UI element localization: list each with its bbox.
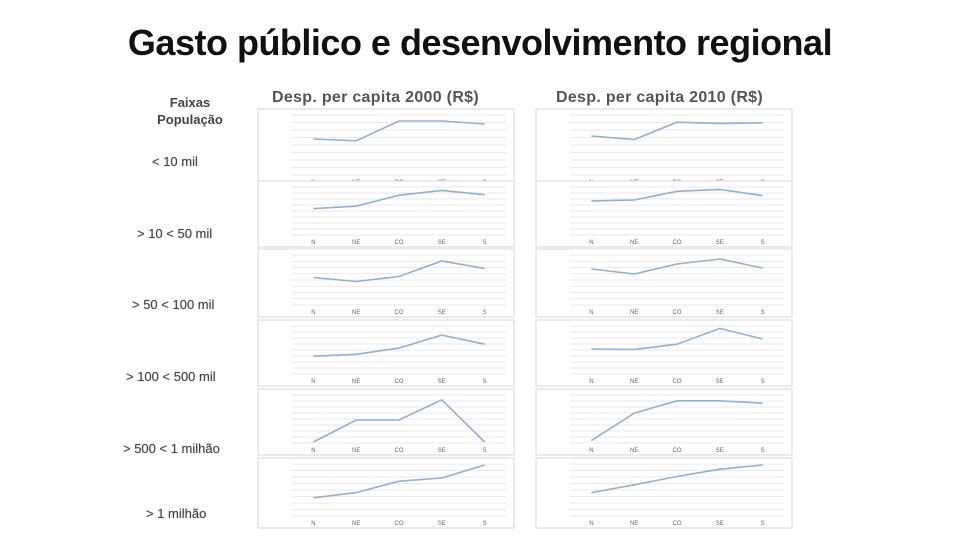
- series-line: [313, 464, 485, 499]
- chart-panel-3: N NE CO SE S: [257, 180, 515, 248]
- x-tick-label-co: CO: [395, 379, 404, 385]
- x-tick-label-co: CO: [673, 379, 682, 385]
- series-line: [591, 258, 763, 275]
- chart-panel-4: N NE CO SE S: [535, 180, 793, 248]
- x-tick-label-n: N: [589, 310, 593, 316]
- series-line: [313, 260, 485, 283]
- x-tick-label-n: N: [589, 240, 593, 246]
- series-line: [591, 327, 763, 351]
- x-tick-label-co: CO: [395, 240, 404, 246]
- chart-panel-frame: [535, 248, 793, 318]
- x-tick-label-co: CO: [673, 310, 682, 316]
- chart-panel-frame: [257, 319, 515, 387]
- x-tick-label-co: CO: [673, 240, 682, 246]
- chart-panel-9: N NE CO SE S: [257, 388, 515, 456]
- x-tick-label-co: CO: [673, 448, 682, 454]
- x-tick-label-co: CO: [673, 521, 682, 527]
- x-tick-label-co: CO: [395, 521, 404, 527]
- x-tick-label-s: S: [483, 379, 487, 385]
- chart-panel-frame: [535, 457, 793, 529]
- row-label-10-50mil: > 10 < 50 mil: [137, 226, 213, 241]
- x-tick-label-n: N: [311, 240, 315, 246]
- chart-panel-frame: [257, 108, 515, 188]
- x-tick-label-n: N: [589, 521, 593, 527]
- x-tick-label-ne: NE: [352, 379, 360, 385]
- row-label-gt-1milhao: > 1 milhão: [146, 506, 207, 521]
- chart-panel-8: N NE CO SE S: [535, 319, 793, 387]
- x-tick-label-s: S: [761, 379, 765, 385]
- x-tick-label-s: S: [761, 521, 765, 527]
- chart-panel-frame: [535, 388, 793, 456]
- column-header-2000: Desp. per capita 2000 (R$): [272, 89, 479, 106]
- x-tick-label-n: N: [311, 379, 315, 385]
- x-tick-label-s: S: [761, 310, 765, 316]
- x-tick-label-n: N: [311, 310, 315, 316]
- x-tick-label-se: SE: [438, 379, 446, 385]
- series-line: [313, 334, 485, 357]
- x-tick-label-se: SE: [716, 240, 724, 246]
- x-tick-label-s: S: [483, 448, 487, 454]
- chart-panel-5: N NE CO SE S: [257, 248, 515, 318]
- x-tick-label-n: N: [311, 521, 315, 527]
- chart-panel-6: N NE CO SE S: [535, 248, 793, 318]
- series-line: [590, 399, 763, 442]
- x-tick-label-se: SE: [438, 521, 446, 527]
- x-tick-label-ne: NE: [352, 310, 360, 316]
- chart-panel-frame: [257, 388, 515, 456]
- row-label-100-500mil: > 100 < 500 mil: [126, 369, 216, 384]
- x-tick-label-s: S: [761, 448, 765, 454]
- x-tick-label-ne: NE: [352, 521, 360, 527]
- x-tick-label-ne: NE: [630, 521, 638, 527]
- x-tick-label-co: CO: [395, 310, 404, 316]
- x-tick-label-s: S: [761, 240, 765, 246]
- chart-panel-10: N NE CO SE S: [535, 388, 793, 456]
- x-tick-label-n: N: [589, 448, 593, 454]
- x-tick-label-s: S: [483, 240, 487, 246]
- x-tick-label-ne: NE: [630, 448, 638, 454]
- x-tick-label-ne: NE: [630, 240, 638, 246]
- row-label-50-100mil: > 50 < 100 mil: [132, 297, 215, 312]
- x-tick-label-co: CO: [395, 448, 404, 454]
- row-label-500mil-1milhao: > 500 < 1 milhão: [123, 441, 220, 456]
- series-line: [591, 188, 763, 202]
- x-tick-label-n: N: [311, 448, 315, 454]
- chart-panel-frame: [257, 248, 515, 318]
- series-line: [591, 464, 763, 494]
- x-tick-label-ne: NE: [630, 379, 638, 385]
- x-tick-label-se: SE: [716, 521, 724, 527]
- series-line: [313, 189, 485, 210]
- chart-panel-11: N NE CO SE S: [257, 457, 515, 529]
- chart-panel-frame: [535, 319, 793, 387]
- x-tick-label-se: SE: [716, 310, 724, 316]
- x-tick-label-se: SE: [438, 448, 446, 454]
- x-tick-label-ne: NE: [630, 310, 638, 316]
- x-tick-label-se: SE: [438, 240, 446, 246]
- x-tick-label-se: SE: [716, 379, 724, 385]
- chart-panel-frame: [257, 180, 515, 248]
- x-tick-label-s: S: [483, 310, 487, 316]
- row-header-line1: Faixas: [169, 95, 211, 110]
- row-label-lt-10mil: < 10 mil: [152, 154, 198, 169]
- chart-panel-12: N NE CO SE S: [535, 457, 793, 529]
- x-tick-label-se: SE: [438, 310, 446, 316]
- series-line: [591, 121, 763, 141]
- column-header-2010: Desp. per capita 2010 (R$): [556, 89, 763, 106]
- series-line: [313, 120, 485, 142]
- slide-title: Gasto público e desenvolvimento regional: [127, 22, 833, 63]
- x-tick-label-s: S: [483, 521, 487, 527]
- chart-panel-frame: [535, 108, 793, 188]
- chart-panel-7: N NE CO SE S: [257, 319, 515, 387]
- chart-panel-frame: [535, 180, 793, 248]
- x-tick-label-ne: NE: [352, 240, 360, 246]
- row-header-line2: População: [157, 112, 223, 127]
- x-tick-label-se: SE: [716, 448, 724, 454]
- series-line: [313, 398, 486, 443]
- x-tick-label-n: N: [589, 379, 593, 385]
- x-tick-label-ne: NE: [352, 448, 360, 454]
- row-header: Faixas População: [140, 94, 240, 128]
